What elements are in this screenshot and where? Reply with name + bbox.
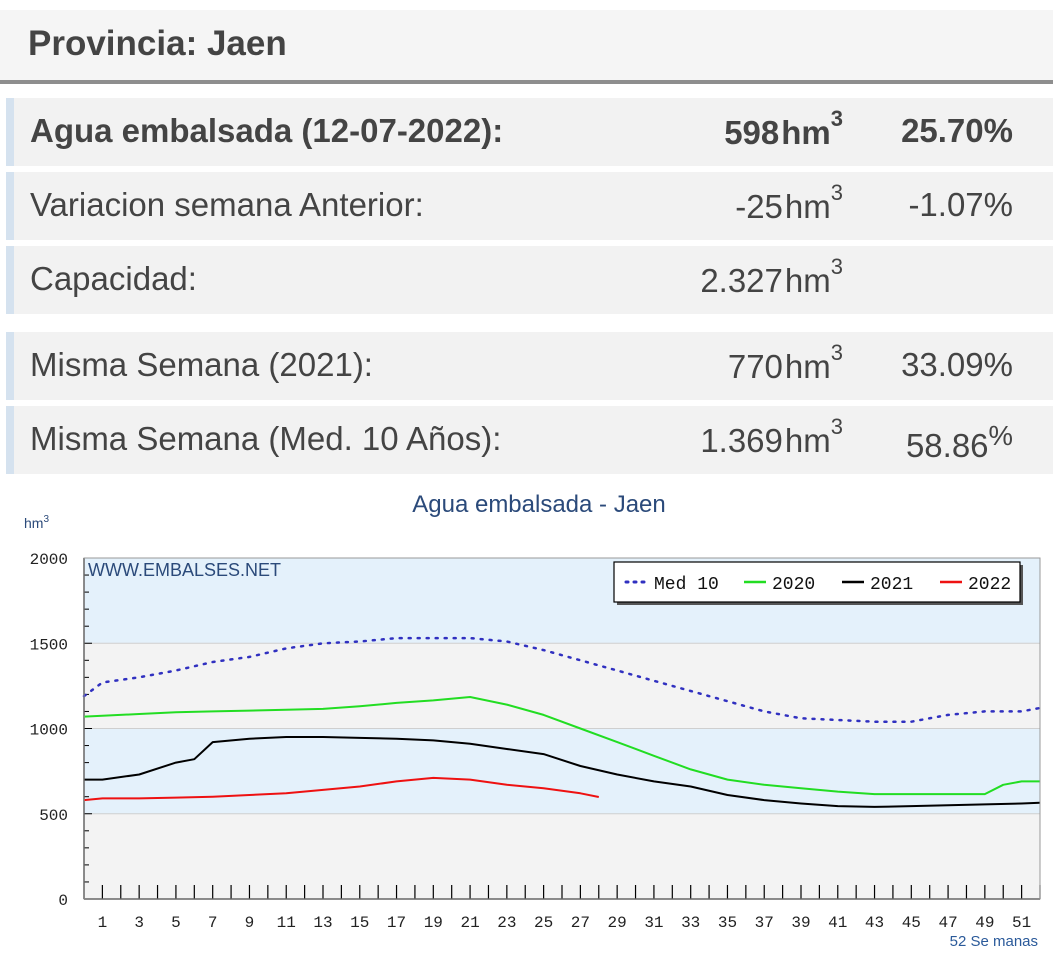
row-value: -25hm3 [735,180,843,225]
series-line-2022 [83,776,599,802]
y-tick-label: 1000 [30,722,68,740]
x-tick-label: 45 [902,914,921,932]
legend-label: 2022 [968,575,1011,595]
x-tick-label: 33 [681,914,700,932]
series-line-2021 [84,736,1041,808]
row-percent: -1.07% [908,186,1013,223]
row-label: Misma Semana (2021): [30,346,373,383]
reservoir-chart: Agua embalsada - Jaen hm3 0 500 1000 1500 20… [0,480,1053,961]
legend-label: 2020 [772,575,815,595]
legend-label: Med 10 [654,575,719,595]
x-tick-label: 31 [644,914,663,932]
stored-water-row: Agua embalsada (12-07-2022): 598hm3 25.7… [6,98,1053,166]
plot-band [84,728,1040,814]
x-tick-label: 21 [460,914,479,932]
watermark-text: WWW.EMBALSES.NET [88,560,281,580]
weekly-variation-row: Variacion semana Anterior: -25hm3 -1.07% [6,172,1053,240]
capacity-row: Capacidad: 2.327hm3 [6,246,1053,314]
row-value: 1.369hm3 [700,414,843,459]
x-tick-label: 1 [98,914,108,932]
y-tick-label: 0 [58,892,68,910]
row-percent: 25.70% [901,112,1013,149]
province-title: Provincia: Jaen [28,24,287,63]
x-tick-label: 41 [828,914,847,932]
x-tick-label: 39 [791,914,810,932]
y-tick-label: 2000 [30,551,68,569]
x-tick-label: 25 [534,914,553,932]
y-tick-label: 1500 [30,636,68,654]
x-tick-label: 15 [350,914,369,932]
same-week-2021-row: Misma Semana (2021): 770hm3 33.09% [6,332,1053,400]
x-axis-caption: 52 Se manas [950,933,1038,950]
x-tick-label: 35 [718,914,737,932]
x-tick-label: 5 [171,914,181,932]
x-tick-label: 37 [755,914,774,932]
x-tick-label: 13 [313,914,332,932]
x-tick-label: 17 [387,914,406,932]
row-label: Misma Semana (Med. 10 Años): [30,420,502,457]
plot-frame [83,557,1041,900]
x-tick-label: 3 [134,914,144,932]
row-percent: 33.09% [901,346,1013,383]
series-line-2020 [83,696,1040,796]
x-tick-label: 29 [608,914,627,932]
x-tick-label: 27 [571,914,590,932]
x-tick-label: 7 [208,914,218,932]
x-tick-label: 49 [975,914,994,932]
row-percent: 58.86% [905,420,1013,464]
y-tick-label: 500 [39,807,68,825]
x-tick-label: 19 [424,914,443,932]
legend-label: 2021 [870,575,913,595]
x-tick-label: 47 [938,914,957,932]
x-tick-label: 9 [245,914,255,932]
chart-legend: Med 10 2020 2021 2022 [613,561,1023,605]
row-value: 2.327hm3 [700,254,843,299]
row-label: Agua embalsada (12-07-2022): [30,112,504,149]
series-line-med-10 [82,636,1042,723]
row-label: Variacion semana Anterior: [30,186,424,223]
row-label: Capacidad: [30,260,197,297]
y-unit-label: hm3 [24,514,49,531]
x-tick-label: 43 [865,914,884,932]
x-tick-label: 11 [277,914,296,932]
x-tick-label: 51 [1012,914,1031,932]
x-tick-label: 23 [497,914,516,932]
row-value: 598hm3 [724,106,843,151]
chart-title: Agua embalsada - Jaen [412,491,666,518]
row-value: 770hm3 [727,340,843,385]
province-header: Provincia: Jaen [0,10,1053,84]
same-week-10y-avg-row: Misma Semana (Med. 10 Años): 1.369hm3 58… [6,406,1053,474]
reservoir-chart-svg: Agua embalsada - Jaen hm3 0 500 1000 1500 20… [24,491,1042,950]
